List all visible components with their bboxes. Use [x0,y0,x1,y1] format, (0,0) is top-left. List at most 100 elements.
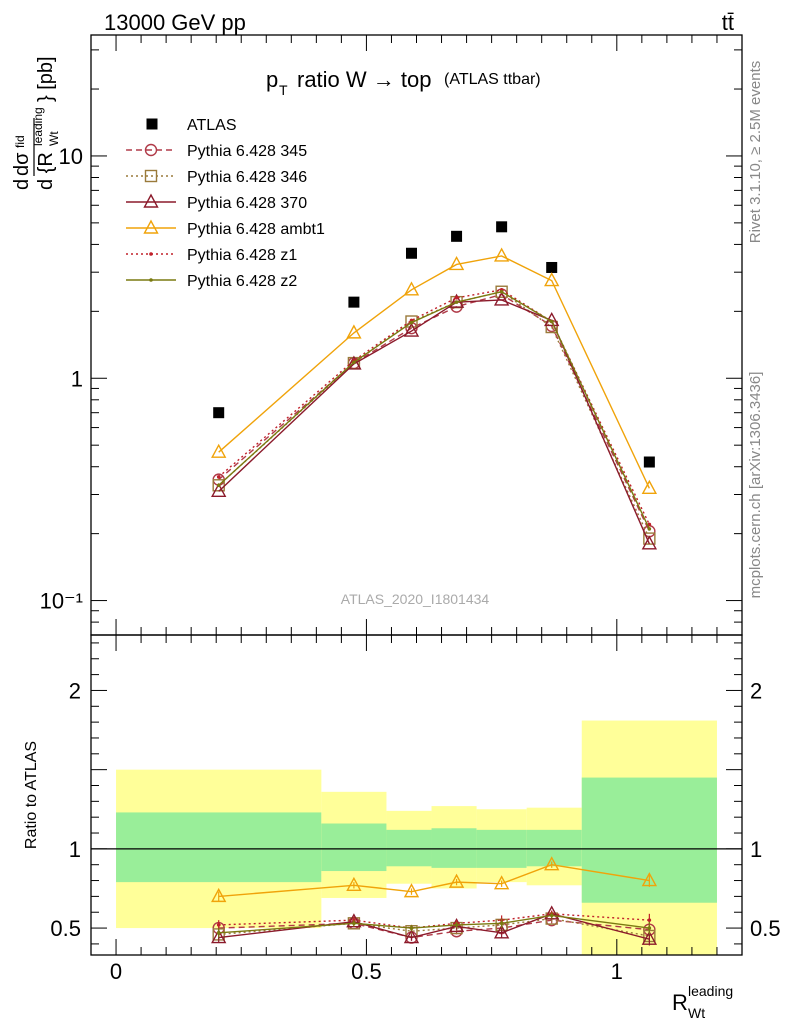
ratio-point-s2-6 [641,930,658,945]
atlas-data-point-2 [405,247,417,259]
svg-text:p: p [266,67,278,92]
ratio-point-s3-6 [641,872,658,887]
ratio-point-s4-6 [647,918,652,922]
main-point-s3-2 [403,322,420,337]
svg-text:Wt: Wt [47,131,61,146]
main-point-s6-3 [454,300,459,304]
main-point-s5-6 [647,522,652,527]
rivet-label: Rivet 3.1.10, ≥ 2.5M events [747,61,764,244]
svg-text:R: R [672,990,688,1015]
ratio-point-s5-5 [549,913,554,918]
ratio-ytick-label-right: 1 [750,837,762,862]
main-point-s6-4 [499,289,504,294]
main-point-s4-0 [211,443,227,458]
main-line-series-2 [218,290,650,539]
legend-marker-3 [143,193,159,208]
main-point-s2-6 [643,532,656,545]
svg-text:d {R: d {R [35,152,57,190]
main-point-s4-6 [641,479,658,494]
main-point-s4-4 [493,247,510,262]
main-series-lines [211,221,658,550]
ratio-point-s3-0 [211,887,227,903]
analysis-watermark: ATLAS_2020_I1801434 [341,591,490,607]
svg-text:dσ: dσ [11,152,33,176]
ratio-ylabel: Ratio to ATLAS [23,741,40,849]
ratio-point-s2-0 [211,929,227,944]
source-label: mcplots.cern.ch [arXiv:1306.3436] [747,372,764,599]
main-point-s6-0 [216,483,221,488]
ratio-xtick-label: 0 [110,959,122,984]
main-line-series-1 [218,293,650,532]
legend-marker-1 [144,143,158,157]
process-label: tt̄ [722,10,734,35]
main-point-s2-2 [405,315,418,328]
main-ylabel: d dσ fid d {R leading Wt } [pb] [11,56,61,190]
main-point-s5-3 [454,296,459,300]
main-line-series-6 [218,290,650,530]
main-title: p T ratio W → top (ATLAS ttbar) [266,67,541,98]
main-line-series-4 [218,255,650,489]
ratio-point-s2-5 [544,905,560,920]
legend: ATLAS Pythia 6.428 345 Pythia 6.428 346 Pyt… [126,117,325,290]
atlas-data-point-1 [348,296,360,308]
stat-uncertainty-band-0 [116,812,322,883]
ratio-point-s2-4 [493,924,510,939]
main-point-s6-1 [352,360,356,365]
svg-text:d: d [11,179,33,190]
main-point-s6-6 [647,527,652,531]
ratio-ytick-label-right: 0.5 [750,916,781,941]
main-ytick-label: 10 [59,144,83,169]
svg-text:Wt: Wt [688,1005,705,1021]
ratio-uncertainty-bands [91,720,742,955]
legend-marker-atlas [146,118,158,130]
svg-text:ratio W → top: ratio W → top [297,67,431,92]
main-point-s4-3 [448,255,465,271]
stat-uncertainty-band-1 [321,823,387,872]
atlas-data-point-3 [451,230,463,242]
ratio-ytick-label-right: 2 [750,678,762,703]
legend-marker-6 [149,278,153,282]
main-point-s3-0 [211,482,227,498]
energy-label: 13000 GeV pp [104,10,246,35]
ratio-point-s5-6 [647,926,652,930]
main-ytick-label: 10⁻¹ [40,589,83,614]
main-point-s3-6 [641,535,658,550]
legend-label-4: Pythia 6.428 ambt1 [187,221,325,238]
main-line-series-5 [218,289,650,525]
ratio-xtick-label: 0.5 [351,959,382,984]
svg-text:leading: leading [31,107,45,146]
legend-label-1: Pythia 6.428 345 [187,143,307,160]
main-point-s6-5 [549,319,554,324]
ratio-point-s4-0 [216,923,221,927]
main-point-s3-1 [346,355,362,370]
atlas-data-point-5 [546,261,558,273]
ratio-point-s3-1 [346,876,362,891]
main-point-s4-1 [346,324,362,339]
legend-label-2: Pythia 6.428 346 [187,169,307,186]
legend-label-6: Pythia 6.428 z2 [187,273,297,290]
ratio-point-s5-4 [499,921,504,926]
axes-frames: 10⁻¹ 1 10 0 0.5 1 0.5 0.5 1 1 2 2 [40,34,781,984]
ratio-ytick-label-left: 2 [69,678,81,703]
ratio-point-s3-2 [403,883,420,898]
svg-text:(ATLAS ttbar): (ATLAS ttbar) [444,71,541,88]
ratio-xtick-label: 1 [611,959,623,984]
ratio-point-s5-2 [409,926,414,930]
ratio-ytick-label-left: 1 [69,837,81,862]
ratio-point-s3-5 [544,856,560,871]
ratio-point-s5-1 [352,921,356,926]
ratio-point-s5-3 [454,923,459,927]
ratio-point-s5-0 [216,931,221,935]
atlas-data-point-4 [496,221,508,233]
svg-text:leading: leading [688,983,733,999]
ratio-point-s3-3 [448,873,465,888]
atlas-data-point-6 [643,456,655,468]
legend-label-3: Pythia 6.428 370 [187,195,307,212]
stat-uncertainty-band-2 [386,829,432,867]
legend-label-5: Pythia 6.428 z1 [187,247,297,264]
ratio-ytick-label-left: 0.5 [50,916,81,941]
ratio-series-lines [211,856,658,946]
svg-text:} [pb]: } [pb] [35,56,57,102]
main-line-series-3 [218,299,650,545]
ratio-point-s3-4 [493,875,510,890]
